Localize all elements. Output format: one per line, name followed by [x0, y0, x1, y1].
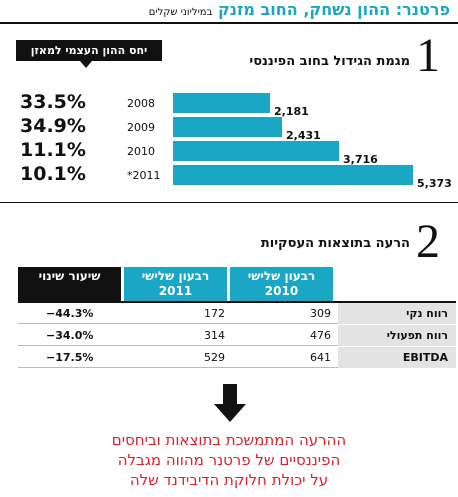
col-header-change: שיעור שינוי: [18, 267, 121, 301]
equity-ratio-label: 34.9%: [20, 115, 86, 137]
year-label: 2008: [127, 97, 155, 110]
cell-q2011: 172: [204, 307, 225, 320]
cell-change: −44.3%: [46, 307, 94, 320]
cell-change: −34.0%: [46, 329, 94, 342]
col-header-change-line1: שיעור שינוי: [38, 269, 101, 283]
page-header: פרטנר: ההון נשחק, החוב מזנק במיליוני שקל…: [0, 0, 458, 22]
year-label: 2010: [127, 145, 155, 158]
debt-bar: [173, 93, 270, 113]
cell-q2011: 314: [204, 329, 225, 342]
equity-ratio-label: 11.1%: [20, 139, 86, 161]
col-header-q2011-line1: רבעון שלישי: [141, 269, 210, 283]
row-label: EBITDA: [338, 347, 456, 368]
col-header-q2011-line2: 2011: [158, 284, 193, 298]
section2-number: 2: [416, 215, 440, 268]
cell-change: −17.5%: [46, 351, 94, 364]
bar-value-label: 5,373: [417, 177, 452, 190]
section1-number: 1: [416, 29, 440, 82]
header-rule: [0, 22, 458, 24]
cell-q2010: 476: [310, 329, 331, 342]
down-arrow-icon: [214, 404, 246, 422]
table-row: −44.3% 172 309 רווח נקי: [18, 303, 456, 324]
table-row: −34.0% 314 476 רווח תפעולי: [18, 325, 456, 346]
col-header-q2011: רבעון שלישי 2011: [124, 267, 227, 301]
conclusion-line-3: על יכולת חלוקת הדיבידנד שלה: [129, 471, 329, 489]
bar-value-label: 3,716: [343, 153, 378, 166]
cell-q2010: 309: [310, 307, 331, 320]
page-title: פרטנר: ההון נשחק, החוב מזנק במיליוני שקל…: [149, 0, 450, 19]
debt-bar: [173, 165, 413, 185]
section2-title: הרעה בתוצאות העסקיות: [260, 236, 410, 251]
cell-q2010: 641: [310, 351, 331, 364]
row-label: רווח נקי: [338, 303, 456, 324]
equity-ratio-label: 10.1%: [20, 163, 86, 185]
page-subtitle: במיליוני שקלים: [148, 7, 213, 18]
year-label: *2011: [127, 169, 161, 182]
conclusion-line-1: ההרעה המתמשכת בתוצאות וביחסים: [111, 431, 347, 449]
bar-value-label: 2,431: [286, 129, 321, 142]
bar-value-label: 2,181: [274, 105, 309, 118]
equity-ratio-callout: יחס ההון העצמי למאזן: [16, 40, 162, 61]
table-row: −17.5% 529 641 EBITDA: [18, 347, 456, 368]
conclusion-line-2: הפיננסיים של פרטנר מהווה מגבלה: [117, 451, 341, 469]
row-label: רווח תפעולי: [338, 325, 456, 346]
year-label: 2009: [127, 121, 155, 134]
section-divider: [0, 202, 458, 203]
callout-pointer: [80, 61, 92, 68]
col-header-q2010: רבעון שלישי 2010: [230, 267, 333, 301]
page-title-text: פרטנר: ההון נשחק, החוב מזנק: [217, 0, 450, 19]
equity-ratio-label: 33.5%: [20, 91, 86, 113]
table-head-rule: [18, 301, 456, 303]
debt-bar: [173, 117, 282, 137]
cell-q2011: 529: [204, 351, 225, 364]
section1-title: מגמת הגידול בחוב הפיננסי: [249, 54, 410, 69]
debt-bar: [173, 141, 339, 161]
col-header-q2010-line2: 2010: [264, 284, 299, 298]
down-arrow-shaft: [223, 384, 237, 404]
col-header-q2010-line1: רבעון שלישי: [247, 269, 316, 283]
